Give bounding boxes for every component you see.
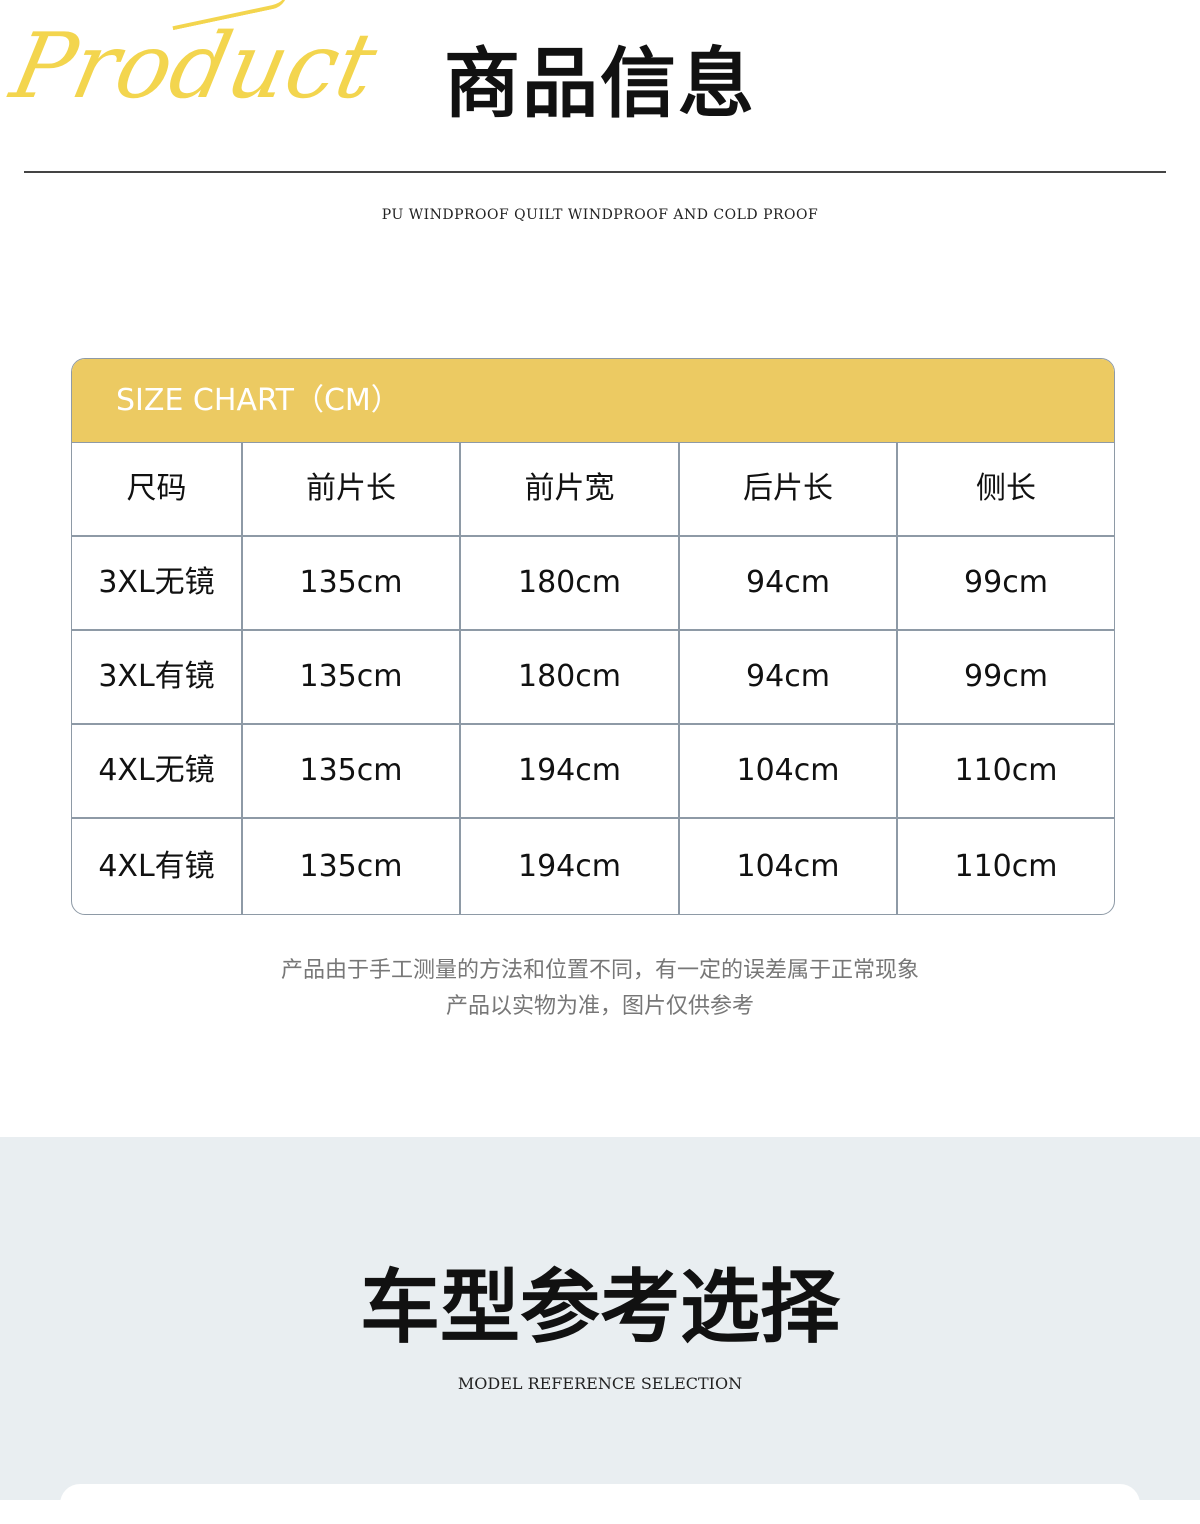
note-line: 产品由于手工测量的方法和位置不同，有一定的误差属于正常现象 [280,958,919,983]
table-cell: 94cm [680,631,898,723]
table-cell: 135cm [243,725,461,817]
page-title: 商品信息 [444,39,756,128]
table-row: 3XL无镜 135cm 180cm 94cm 99cm [72,537,1114,631]
table-cell: 104cm [680,725,898,817]
table-cell: 4XL无镜 [72,725,243,817]
size-chart-title: SIZE CHART（CM） [72,359,1114,443]
column-header: 前片长 [243,443,461,535]
table-cell: 194cm [461,819,680,914]
column-header: 侧长 [976,471,1036,506]
table-cell: 4XL有镜 [72,819,243,914]
model-card [60,1484,1140,1524]
product-watermark: Product [2,14,386,119]
section-title: 车型参考选择 [360,1261,840,1354]
table-cell: 94cm [680,537,898,629]
table-cell: 180cm [461,631,680,723]
size-chart-table: SIZE CHART（CM） 尺码 前片长 前片宽 后片长 侧长 3XL无镜 13… [71,358,1115,915]
table-row: 4XL无镜 135cm 194cm 104cm 110cm [72,725,1114,819]
section-background [0,1137,1200,1500]
table-cell: 3XL有镜 [72,631,243,723]
table-cell: 99cm [964,659,1048,694]
table-cell: 104cm [680,819,898,914]
table-cell: 135cm [243,631,461,723]
page-subtitle: PU WINDPROOF QUILT WINDPROOF AND COLD PR… [381,207,819,223]
table-cell: 135cm [243,537,461,629]
note-line: 产品以实物为准，图片仅供参考 [445,994,754,1019]
column-header: 前片宽 [461,443,680,535]
table-row: 4XL有镜 135cm 194cm 104cm 110cm [72,819,1114,914]
table-cell: 180cm [461,537,680,629]
table-cell: 110cm [954,753,1058,788]
column-header: 尺码 [72,443,243,535]
section-subtitle: MODEL REFERENCE SELECTION [457,1374,743,1393]
table-cell: 135cm [243,819,461,914]
table-cell: 194cm [461,725,680,817]
column-header: 后片长 [680,443,898,535]
table-cell: 3XL无镜 [72,537,243,629]
table-row: 3XL有镜 135cm 180cm 94cm 99cm [72,631,1114,725]
table-header-row: 尺码 前片长 前片宽 后片长 侧长 [72,443,1114,537]
divider [24,171,1166,173]
table-cell: 110cm [954,848,1058,884]
table-cell: 99cm [964,565,1048,600]
